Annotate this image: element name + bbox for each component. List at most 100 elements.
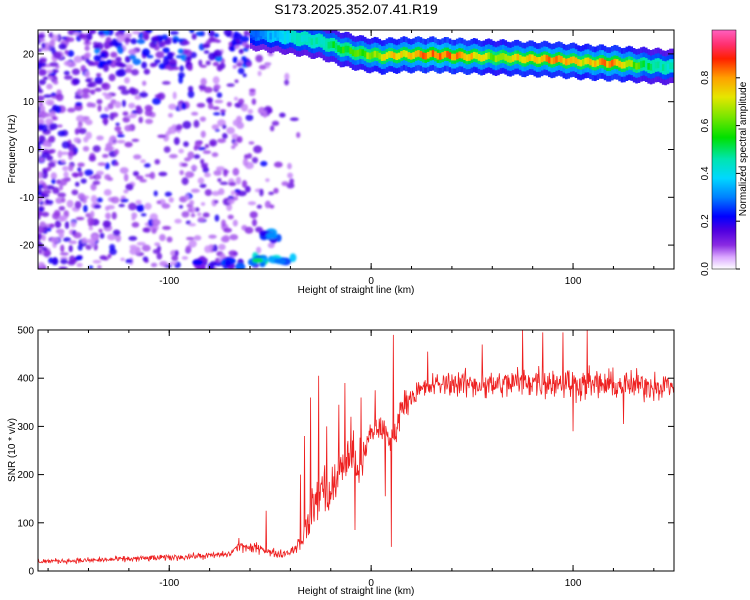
heatmap-cell (84, 70, 91, 78)
heatmap-cell (252, 30, 256, 37)
heatmap-cell (110, 51, 118, 58)
heatmap-cell (116, 139, 126, 144)
heatmap-cell (153, 190, 158, 197)
heatmap-cell (550, 57, 554, 65)
heatmap-cell (67, 30, 76, 36)
heatmap-cell (371, 51, 374, 59)
heatmap-cell (135, 246, 141, 255)
heatmap-cell (204, 189, 213, 196)
heatmap-cell (115, 234, 122, 243)
heatmap-cell (58, 43, 67, 50)
heatmap-cell (356, 49, 360, 57)
heatmap-cell (141, 61, 147, 69)
heatmap-cell (244, 44, 251, 49)
heatmap-cell (50, 172, 57, 180)
heatmap-cell (43, 94, 53, 98)
heatmap-cell (94, 47, 101, 54)
heatmap-cell (434, 51, 437, 59)
heatmap-cell (106, 59, 113, 64)
heatmap-cell (38, 225, 45, 234)
heatmap-cell (167, 52, 174, 60)
heatmap-cell (72, 78, 80, 85)
heatmap-cell (128, 87, 136, 94)
heatmap-cell (325, 41, 328, 49)
heatmap-cell (596, 59, 600, 67)
heatmap-cell (232, 119, 240, 127)
heatmap-cell (125, 64, 134, 70)
heatmap-cell (74, 181, 80, 187)
heatmap-cell (38, 101, 44, 106)
heatmap-cell (67, 107, 76, 113)
heatmap-cell (351, 49, 355, 57)
heatmap-cell (39, 242, 44, 249)
heatmap-cell (499, 53, 503, 61)
heatmap-cell (73, 31, 80, 36)
heatmap-cell (41, 171, 48, 179)
heatmap-cell (446, 50, 449, 58)
heatmap-cell (652, 63, 655, 70)
heatmap-cell (143, 68, 150, 75)
heatmap-cell (96, 72, 102, 77)
heatmap-cell (233, 141, 239, 147)
heatmap-cell (38, 112, 44, 117)
heatmap-cell (124, 67, 133, 74)
heatmap-cell (114, 126, 122, 132)
heatmap-cell (75, 115, 85, 122)
heatmap-cell (279, 32, 282, 39)
heatmap-cell (232, 167, 240, 176)
heatmap-cell (43, 249, 51, 256)
heatmap-cell (569, 56, 573, 64)
heatmap-cell (52, 186, 60, 195)
heatmap-cell (73, 137, 81, 143)
heatmap-cell (77, 192, 86, 200)
heatmap-cell (441, 52, 445, 59)
snr-y-tick-label: 500 (17, 326, 34, 337)
snr-x-tick-label: 0 (368, 578, 374, 589)
heatmap-cell (213, 49, 223, 58)
heatmap-cell (109, 243, 116, 251)
heatmap-cell (251, 156, 259, 164)
heatmap-cell (38, 171, 43, 179)
heatmap-cell (259, 188, 264, 197)
heatmap-cell (120, 89, 130, 95)
heatmap-cell (185, 171, 194, 178)
heatmap-cell (103, 64, 110, 72)
heatmap-cell (475, 52, 478, 60)
heatmap-cell (523, 56, 527, 64)
heatmap-cell (38, 135, 46, 143)
heatmap-cell (458, 51, 461, 59)
heatmap-cell (193, 145, 198, 151)
heatmap-cell (228, 250, 238, 256)
heatmap-cell (329, 41, 333, 48)
heatmap-cell (271, 120, 280, 126)
heatmap-cell (264, 30, 268, 37)
heatmap-cell (136, 204, 145, 212)
heatmap-cell (283, 34, 287, 42)
colorbar-tick-label: 0.4 (700, 166, 711, 180)
snr-y-tick-label: 0 (28, 567, 34, 578)
heatmap-cell (104, 106, 110, 112)
heatmap-cell (244, 185, 251, 193)
heatmap-cell (378, 52, 382, 60)
heatmap-cell (248, 141, 255, 145)
heatmap-cell (156, 200, 162, 205)
heatmap-cell (154, 158, 161, 165)
heatmap-cell (147, 218, 154, 227)
heatmap-cell (142, 227, 149, 233)
heatmap-cell (200, 77, 207, 86)
heatmap-cell (41, 151, 51, 159)
heatmap-cell (555, 55, 558, 63)
heatmap-cell (103, 30, 110, 36)
heatmap-cell (227, 214, 234, 220)
colorbar-tick-label: 0.6 (700, 118, 711, 132)
heatmap-cell (194, 207, 200, 212)
heatmap-cell (211, 124, 219, 130)
heatmap-cell (50, 237, 60, 244)
heatmap-cell (227, 198, 235, 205)
heatmap-cell (60, 159, 66, 163)
heatmap-cell (383, 53, 386, 61)
heatmap-cell (67, 50, 75, 57)
heatmap-cell (480, 54, 483, 62)
heatmap-cell (169, 261, 177, 265)
